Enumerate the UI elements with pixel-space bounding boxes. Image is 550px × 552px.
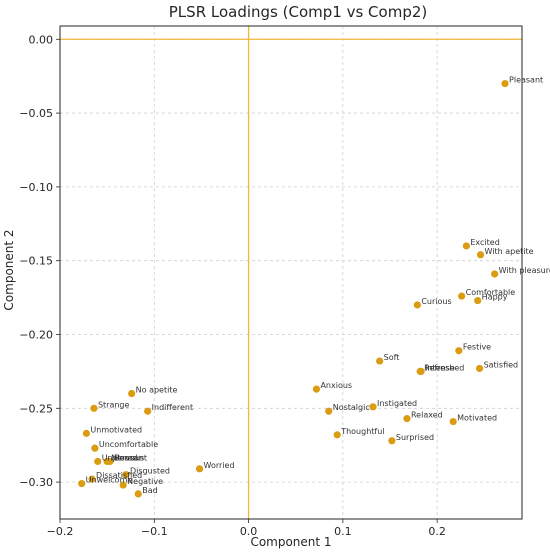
- point-label: Surprised: [396, 433, 434, 442]
- data-point: [455, 347, 463, 355]
- grid-layer: [59, 26, 522, 519]
- point-label: Relaxed: [411, 411, 443, 420]
- y-tick-label: −0.30: [19, 476, 53, 489]
- data-point: [119, 481, 127, 489]
- x-tick-label: 0.2: [428, 525, 446, 538]
- point-label: Dissatisfied: [96, 471, 142, 480]
- data-point: [90, 404, 98, 412]
- point-label: Worried: [204, 461, 235, 470]
- point-label: Bad: [142, 486, 157, 495]
- y-tick-label: −0.15: [19, 255, 53, 268]
- data-point: [476, 251, 485, 259]
- data-point: [462, 242, 470, 250]
- point-label: Unpleasant: [102, 453, 147, 462]
- point-label: Satisfied: [484, 360, 519, 369]
- point-label: Nostalgic: [333, 403, 370, 412]
- data-point: [91, 444, 99, 452]
- data-point: [458, 292, 466, 300]
- point-label: With pleasure: [499, 266, 550, 275]
- data-point: [312, 385, 321, 393]
- point-label: Motivated: [457, 414, 497, 423]
- y-axis-label: Component 2: [2, 229, 16, 310]
- data-point: [449, 417, 457, 426]
- data-point: [144, 407, 152, 415]
- x-tick-label: 0.0: [240, 525, 258, 538]
- point-label: Bored: [114, 453, 138, 462]
- point-label: Anxious: [320, 381, 352, 390]
- data-point: [195, 465, 204, 473]
- data-point: [376, 357, 384, 365]
- data-point: [501, 79, 509, 88]
- y-tick-label: −0.10: [19, 181, 53, 194]
- point-label: Uncomfortable: [99, 440, 158, 449]
- data-point: [413, 301, 421, 309]
- point-label: Strange: [98, 400, 130, 409]
- data-point: [474, 296, 482, 305]
- point-label: Unwelcome: [86, 476, 133, 485]
- reference-lines: [60, 26, 522, 519]
- point-label: No apetite: [136, 386, 178, 395]
- data-point: [491, 270, 499, 278]
- data-points: [78, 79, 509, 498]
- data-point: [82, 429, 90, 437]
- data-point: [475, 364, 484, 373]
- data-point: [417, 367, 425, 375]
- x-tick-label: 0.1: [334, 525, 352, 538]
- point-label: Disgusted: [130, 467, 170, 476]
- point-label: Excited: [470, 238, 499, 247]
- point-label: Refreshed: [424, 363, 464, 372]
- point-label: Unmotivated: [90, 425, 142, 434]
- data-point: [88, 475, 96, 483]
- data-point: [369, 403, 377, 411]
- point-label: Instigated: [377, 399, 417, 408]
- data-point: [128, 389, 136, 398]
- point-label: Festive: [463, 343, 491, 352]
- x-axis-label: Component 1: [250, 535, 331, 549]
- data-point: [106, 457, 114, 466]
- x-tick-label: −0.2: [47, 525, 74, 538]
- point-label: Negative: [127, 477, 163, 486]
- y-tick-label: 0.00: [29, 33, 54, 46]
- data-point: [78, 479, 86, 488]
- point-label: Indifferent: [152, 403, 193, 412]
- data-point: [134, 490, 142, 498]
- point-label: Pleasant: [509, 76, 543, 85]
- axis-ticks: −0.2 −0.1 0.0 0.1 0.2 0.00 −0.05 −0.10 −0.15 −0.2…: [19, 33, 446, 538]
- data-point: [94, 457, 102, 466]
- point-label: Curious: [421, 297, 451, 306]
- point-label: With apetite: [485, 247, 534, 256]
- data-point: [388, 437, 396, 445]
- y-tick-label: −0.25: [19, 402, 53, 415]
- point-label: Nervous: [111, 453, 144, 462]
- data-point: [325, 407, 333, 415]
- y-tick-label: −0.05: [19, 107, 53, 120]
- plot-frame: [59, 25, 523, 520]
- point-label: Comfortable: [466, 288, 516, 297]
- data-point: [122, 471, 130, 479]
- data-point: [403, 415, 411, 423]
- data-point: [333, 431, 341, 439]
- point-label: Happy: [482, 293, 508, 302]
- y-tick-label: −0.20: [19, 328, 53, 341]
- x-tick-label: −0.1: [141, 525, 168, 538]
- point-label: Soft: [384, 353, 400, 362]
- point-label: Thoughtful: [340, 427, 384, 436]
- chart-title: PLSR Loadings (Comp1 vs Comp2): [169, 3, 427, 21]
- point-label: Intense: [425, 363, 455, 372]
